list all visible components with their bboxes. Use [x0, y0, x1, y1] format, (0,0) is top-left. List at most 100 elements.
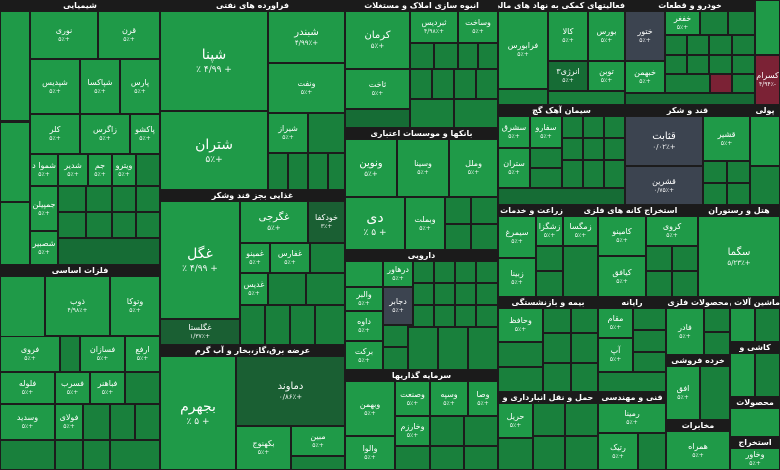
stock-tile[interactable]	[533, 436, 565, 470]
stock-tile[interactable]	[136, 154, 160, 186]
stock-tile[interactable]: فسازان +۵٪	[80, 336, 125, 372]
stock-tile[interactable]: قرن +۵٪	[98, 11, 160, 59]
stock-tile[interactable]	[136, 186, 160, 212]
stock-tile[interactable]: خودکفا +۳٪	[308, 201, 345, 243]
stock-tile[interactable]: وصنعت +۵٪	[395, 381, 430, 416]
stock-tile[interactable]: فباهنر +۵٪	[90, 372, 125, 404]
stock-tile[interactable]: شصبیر +۵٪	[30, 231, 58, 265]
stock-tile[interactable]: فادر +۵٪	[666, 308, 704, 355]
sector-auto[interactable]: خودرو و قطعات ختور +۵٪ خفغر +۵٪ خبهمن +۵…	[625, 0, 755, 105]
stock-tile[interactable]	[464, 416, 498, 446]
stock-tile[interactable]	[565, 436, 598, 470]
stock-tile[interactable]	[633, 330, 666, 352]
stock-tile[interactable]	[445, 224, 471, 250]
stock-tile[interactable]	[290, 305, 315, 345]
stock-tile[interactable]	[413, 261, 434, 283]
stock-tile[interactable]	[0, 440, 55, 470]
stock-tile[interactable]	[498, 438, 533, 470]
stock-tile[interactable]	[571, 333, 598, 363]
stock-tile[interactable]: وخارزم +۵٪	[395, 416, 430, 446]
stock-tile[interactable]	[413, 283, 434, 305]
stock-tile[interactable]	[434, 305, 455, 327]
stock-tile[interactable]	[308, 153, 328, 190]
stock-tile[interactable]: وسدید +۵٪	[0, 404, 55, 440]
sector-dairy[interactable]: محصولات	[730, 397, 780, 437]
stock-tile[interactable]	[410, 43, 434, 69]
stock-tile[interactable]	[687, 35, 709, 55]
stock-tile[interactable]: حریل +۵٪	[498, 403, 533, 438]
stock-tile[interactable]	[445, 197, 471, 224]
stock-tile[interactable]: قشرین +۰/۷۵٪	[625, 166, 703, 205]
stock-tile[interactable]: نوری +۵٪	[30, 11, 98, 59]
stock-tile[interactable]: سشرق +۵٪	[498, 116, 530, 148]
stock-tile[interactable]	[730, 353, 755, 397]
stock-tile[interactable]: شپنا + ۴/۹۹ ٪	[160, 11, 268, 111]
sector-retail[interactable]: خرده فروشی افق +۵٪	[666, 355, 730, 420]
stock-tile[interactable]	[703, 183, 727, 205]
stock-tile[interactable]	[438, 327, 468, 370]
stock-tile[interactable]: دماوند +۰/۸۶٪	[236, 356, 345, 426]
stock-tile[interactable]	[434, 261, 455, 283]
stock-tile[interactable]	[583, 116, 604, 138]
stock-tile[interactable]	[543, 363, 571, 392]
stock-tile[interactable]	[454, 99, 498, 128]
stock-tile[interactable]: وخاور +۵٪	[730, 448, 780, 470]
stock-tile[interactable]	[548, 91, 625, 105]
stock-tile[interactable]: ثاخت +۵٪	[345, 69, 410, 109]
stock-tile[interactable]	[413, 305, 434, 327]
stock-tile[interactable]: غگلستا +۱/۳۷٪	[160, 319, 240, 345]
stock-tile[interactable]	[455, 283, 476, 305]
stock-tile[interactable]	[383, 325, 408, 347]
stock-tile[interactable]	[730, 308, 755, 342]
stock-tile[interactable]	[536, 271, 563, 297]
stock-tile[interactable]	[562, 116, 583, 138]
stock-tile[interactable]: غمینو +۵٪	[240, 243, 270, 273]
stock-tile[interactable]: آپ +۵٪	[598, 338, 633, 372]
sector-sugar[interactable]: قند و شکر قثابت +۰/۰۲٪ قشیر +۵٪ قشرین +۰…	[625, 105, 750, 205]
stock-tile[interactable]	[265, 305, 290, 345]
stock-tile[interactable]	[750, 116, 780, 166]
stock-tile[interactable]	[687, 55, 709, 74]
sector-pharma[interactable]: دارویی درهاور +۵٪ والبر +۵٪ دجابر +۵٪ دا…	[345, 250, 498, 370]
stock-tile[interactable]: مبین +۵٪	[291, 426, 345, 456]
stock-tile[interactable]	[471, 224, 498, 250]
stock-tile[interactable]	[665, 74, 710, 93]
stock-tile[interactable]	[430, 446, 464, 470]
stock-tile[interactable]: شتران +۵٪	[160, 111, 268, 190]
stock-tile[interactable]	[83, 440, 110, 470]
stock-tile[interactable]: بجهرم + ۵ ٪	[160, 356, 236, 470]
stock-tile[interactable]: وبهمن +۵٪	[345, 381, 395, 436]
stock-tile[interactable]	[728, 11, 755, 35]
stock-tile[interactable]: وسینا +۵٪	[397, 139, 449, 197]
stock-tile[interactable]	[395, 446, 430, 470]
stock-tile[interactable]: شدیر +۵٪	[58, 154, 88, 186]
stock-tile[interactable]: بورس +۵٪	[588, 11, 625, 61]
stock-tile[interactable]	[345, 261, 383, 287]
stock-tile[interactable]: وسپه +۵٪	[430, 381, 468, 416]
stock-tile[interactable]	[112, 186, 136, 212]
stock-tile[interactable]: جمپیلن +۵٪	[30, 186, 58, 231]
stock-tile[interactable]: شپدیس +۵٪	[30, 59, 80, 114]
stock-tile[interactable]	[58, 212, 86, 238]
stock-tile[interactable]	[755, 353, 780, 397]
stock-tile[interactable]	[625, 93, 755, 105]
stock-tile[interactable]: وتوکا +۵٪	[110, 276, 160, 336]
stock-tile[interactable]: کامینو +۵٪	[598, 216, 646, 256]
stock-tile[interactable]: پاکشو +۵٪	[130, 114, 160, 154]
stock-tile[interactable]	[583, 160, 604, 188]
stock-tile[interactable]	[700, 366, 730, 420]
sector-investment[interactable]: سرمایه گذاریها وبهمن +۵٪ وصنعت +۵٪ وسپه …	[345, 370, 498, 470]
stock-tile[interactable]: سفارو +۵٪	[530, 116, 562, 148]
stock-tile[interactable]	[646, 271, 672, 297]
stock-tile[interactable]	[498, 188, 625, 205]
stock-tile[interactable]: خفغر +۵٪	[665, 11, 700, 35]
stock-tile[interactable]	[476, 261, 498, 283]
stock-tile[interactable]: درهاور +۵٪	[383, 261, 413, 287]
stock-tile[interactable]: قشیر +۵٪	[703, 116, 750, 161]
stock-tile[interactable]	[700, 11, 728, 35]
stock-tile[interactable]	[727, 161, 750, 183]
stock-tile[interactable]: ونوین +۵٪	[345, 139, 397, 197]
stock-tile[interactable]: وصا +۵٪	[468, 381, 498, 416]
stock-tile[interactable]	[478, 43, 498, 69]
stock-tile[interactable]	[430, 416, 464, 446]
